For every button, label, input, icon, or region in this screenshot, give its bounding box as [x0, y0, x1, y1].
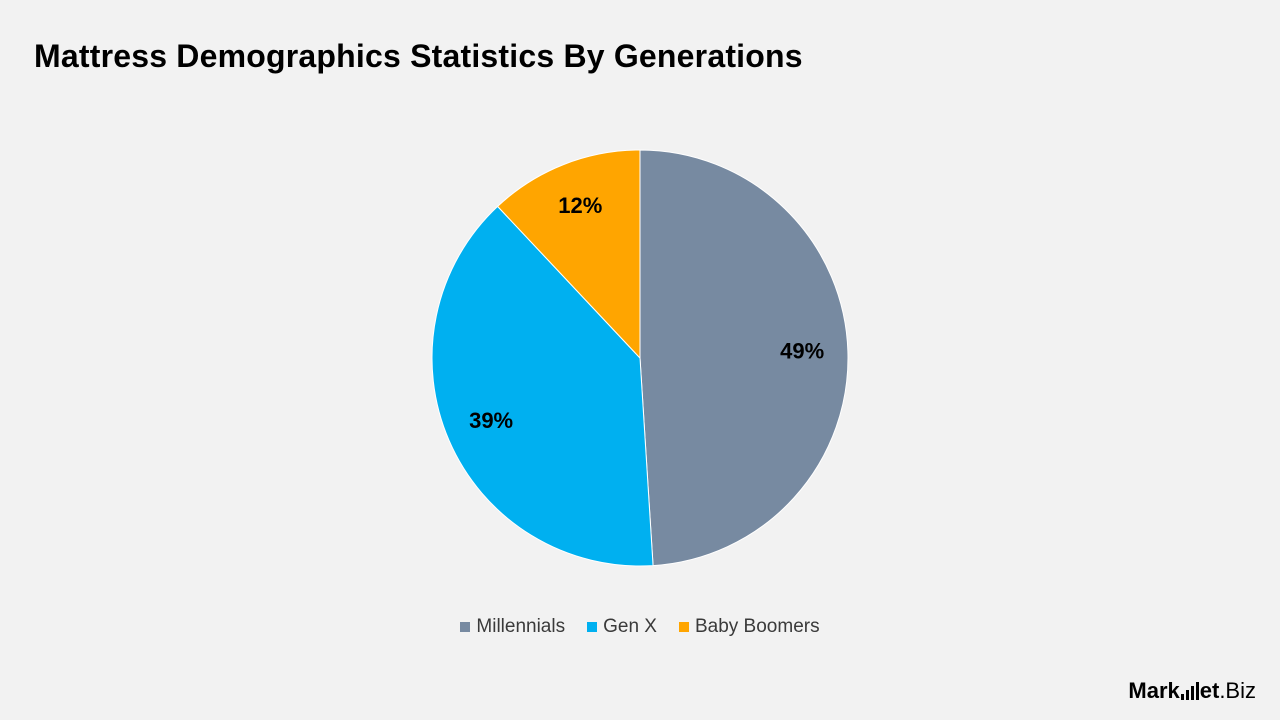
data-label-gen-x: 39%	[469, 408, 513, 433]
chart-title: Mattress Demographics Statistics By Gene…	[34, 38, 803, 74]
logo-text-left: Mark	[1128, 678, 1180, 703]
logo-text-suffix: .Biz	[1219, 678, 1256, 703]
data-label-baby-boomers: 12%	[558, 193, 602, 218]
legend-swatch-millennials	[460, 622, 471, 632]
legend-swatch-baby-boomers	[678, 622, 689, 632]
legend-label-baby-boomers: Baby Boomers	[694, 616, 820, 637]
pie-slice-baby-boomers	[496, 149, 641, 360]
market-biz-logo: Mark et .Biz	[1128, 678, 1256, 704]
logo-text-right: et	[1199, 678, 1220, 703]
legend-item-baby-boomers: Baby Boomers	[678, 616, 820, 638]
pie-slice-gen-x	[431, 205, 654, 567]
logo-bars-icon	[1180, 682, 1199, 700]
legend-item-millennials: Millennials	[460, 616, 565, 638]
data-label-millennials: 49%	[780, 339, 824, 364]
legend-label-millennials: Millennials	[476, 616, 566, 637]
pie-slice-millennials	[639, 149, 849, 567]
legend-label-gen-x: Gen X	[603, 616, 657, 637]
legend-item-gen-x: Gen X	[587, 616, 657, 638]
legend-swatch-gen-x	[587, 622, 598, 632]
chart-legend: Millennials Gen X Baby Boomers	[0, 616, 1280, 638]
